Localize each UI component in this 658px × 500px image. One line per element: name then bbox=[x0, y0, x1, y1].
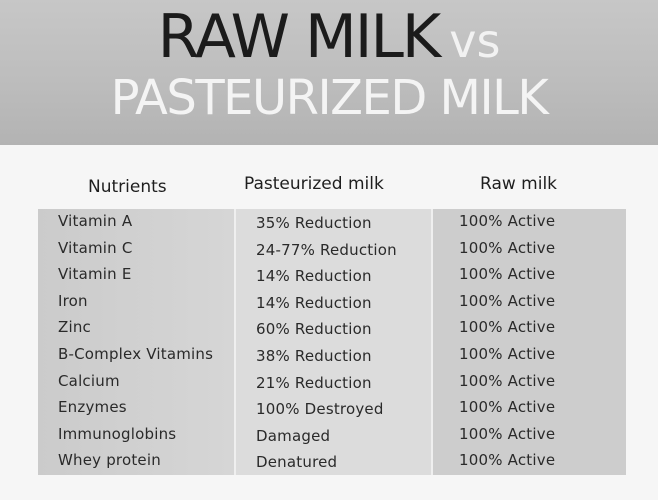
table-row: Vitamin E 14% Reduction 100% Active bbox=[38, 262, 626, 289]
cell-raw: 100% Active bbox=[459, 291, 556, 310]
cell-nutrient: Immunoglobins bbox=[58, 424, 177, 443]
table-row: Immunoglobins Damaged 100% Active bbox=[38, 422, 626, 449]
cell-nutrient: B-Complex Vitamins bbox=[58, 345, 214, 363]
cell-raw: 100% Active bbox=[459, 345, 556, 363]
table-row: Calcium 21% Reduction 100% Active bbox=[38, 369, 626, 396]
table-row: Enzymes 100% Destroyed 100% Active bbox=[38, 395, 626, 422]
cell-raw: 100% Active bbox=[459, 451, 556, 470]
cell-raw: 100% Active bbox=[459, 212, 556, 230]
cell-pasteurized: 14% Reduction bbox=[256, 267, 372, 286]
title-banner: RAW MILK vs PASTEURIZED MILK bbox=[0, 0, 658, 145]
cell-pasteurized: 100% Destroyed bbox=[256, 400, 384, 419]
header-nutrients: Nutrients bbox=[88, 177, 167, 197]
cell-nutrient: Vitamin A bbox=[58, 212, 133, 230]
cell-pasteurized: 21% Reduction bbox=[256, 373, 372, 392]
title-line-1: RAW MILK vs bbox=[0, 2, 658, 72]
header-raw-milk: Raw milk bbox=[480, 174, 558, 194]
cell-pasteurized: 60% Reduction bbox=[256, 320, 372, 339]
cell-raw: 100% Active bbox=[459, 398, 556, 417]
cell-nutrient: Zinc bbox=[58, 318, 91, 337]
cell-pasteurized: 24-77% Reduction bbox=[256, 240, 397, 259]
title-raw-milk: RAW MILK bbox=[157, 2, 442, 72]
cell-nutrient: Enzymes bbox=[58, 398, 127, 417]
table-row: Vitamin C 24-77% Reduction 100% Active bbox=[38, 236, 626, 263]
column-pasteurized-bg bbox=[236, 209, 431, 475]
title-vs: vs bbox=[449, 14, 501, 68]
title-pasteurized-milk: PASTEURIZED MILK bbox=[110, 70, 549, 126]
column-divider bbox=[431, 209, 433, 475]
cell-nutrient: Vitamin E bbox=[58, 265, 132, 284]
cell-raw: 100% Active bbox=[459, 371, 556, 390]
table-row: Zinc 60% Reduction 100% Active bbox=[38, 315, 626, 342]
cell-raw: 100% Active bbox=[459, 424, 556, 443]
cell-raw: 100% Active bbox=[459, 318, 556, 337]
column-nutrients-bg bbox=[38, 209, 234, 475]
cell-nutrient: Vitamin C bbox=[58, 238, 133, 257]
column-raw-bg bbox=[433, 209, 626, 475]
cell-pasteurized: 14% Reduction bbox=[256, 293, 372, 312]
table-row: Whey protein Denatured 100% Active bbox=[38, 448, 626, 475]
header-pasteurized-milk: Pasteurized milk bbox=[244, 174, 384, 194]
table-row: Iron 14% Reduction 100% Active bbox=[38, 289, 626, 316]
cell-nutrient: Calcium bbox=[58, 371, 120, 390]
table-row: B-Complex Vitamins 38% Reduction 100% Ac… bbox=[38, 342, 626, 369]
cell-pasteurized: 38% Reduction bbox=[256, 347, 372, 365]
cell-nutrient: Whey protein bbox=[58, 451, 161, 470]
cell-pasteurized: Denatured bbox=[256, 453, 338, 472]
cell-raw: 100% Active bbox=[459, 265, 556, 284]
cell-nutrient: Iron bbox=[58, 291, 88, 310]
cell-raw: 100% Active bbox=[459, 238, 556, 257]
table-header: Nutrients Pasteurized milk Raw milk bbox=[0, 174, 658, 198]
comparison-table: Vitamin A 35% Reduction 100% Active Vita… bbox=[38, 209, 626, 475]
table-row: Vitamin A 35% Reduction 100% Active bbox=[38, 209, 626, 236]
column-divider bbox=[234, 209, 236, 475]
cell-pasteurized: 35% Reduction bbox=[256, 214, 372, 232]
cell-pasteurized: Damaged bbox=[256, 426, 331, 445]
